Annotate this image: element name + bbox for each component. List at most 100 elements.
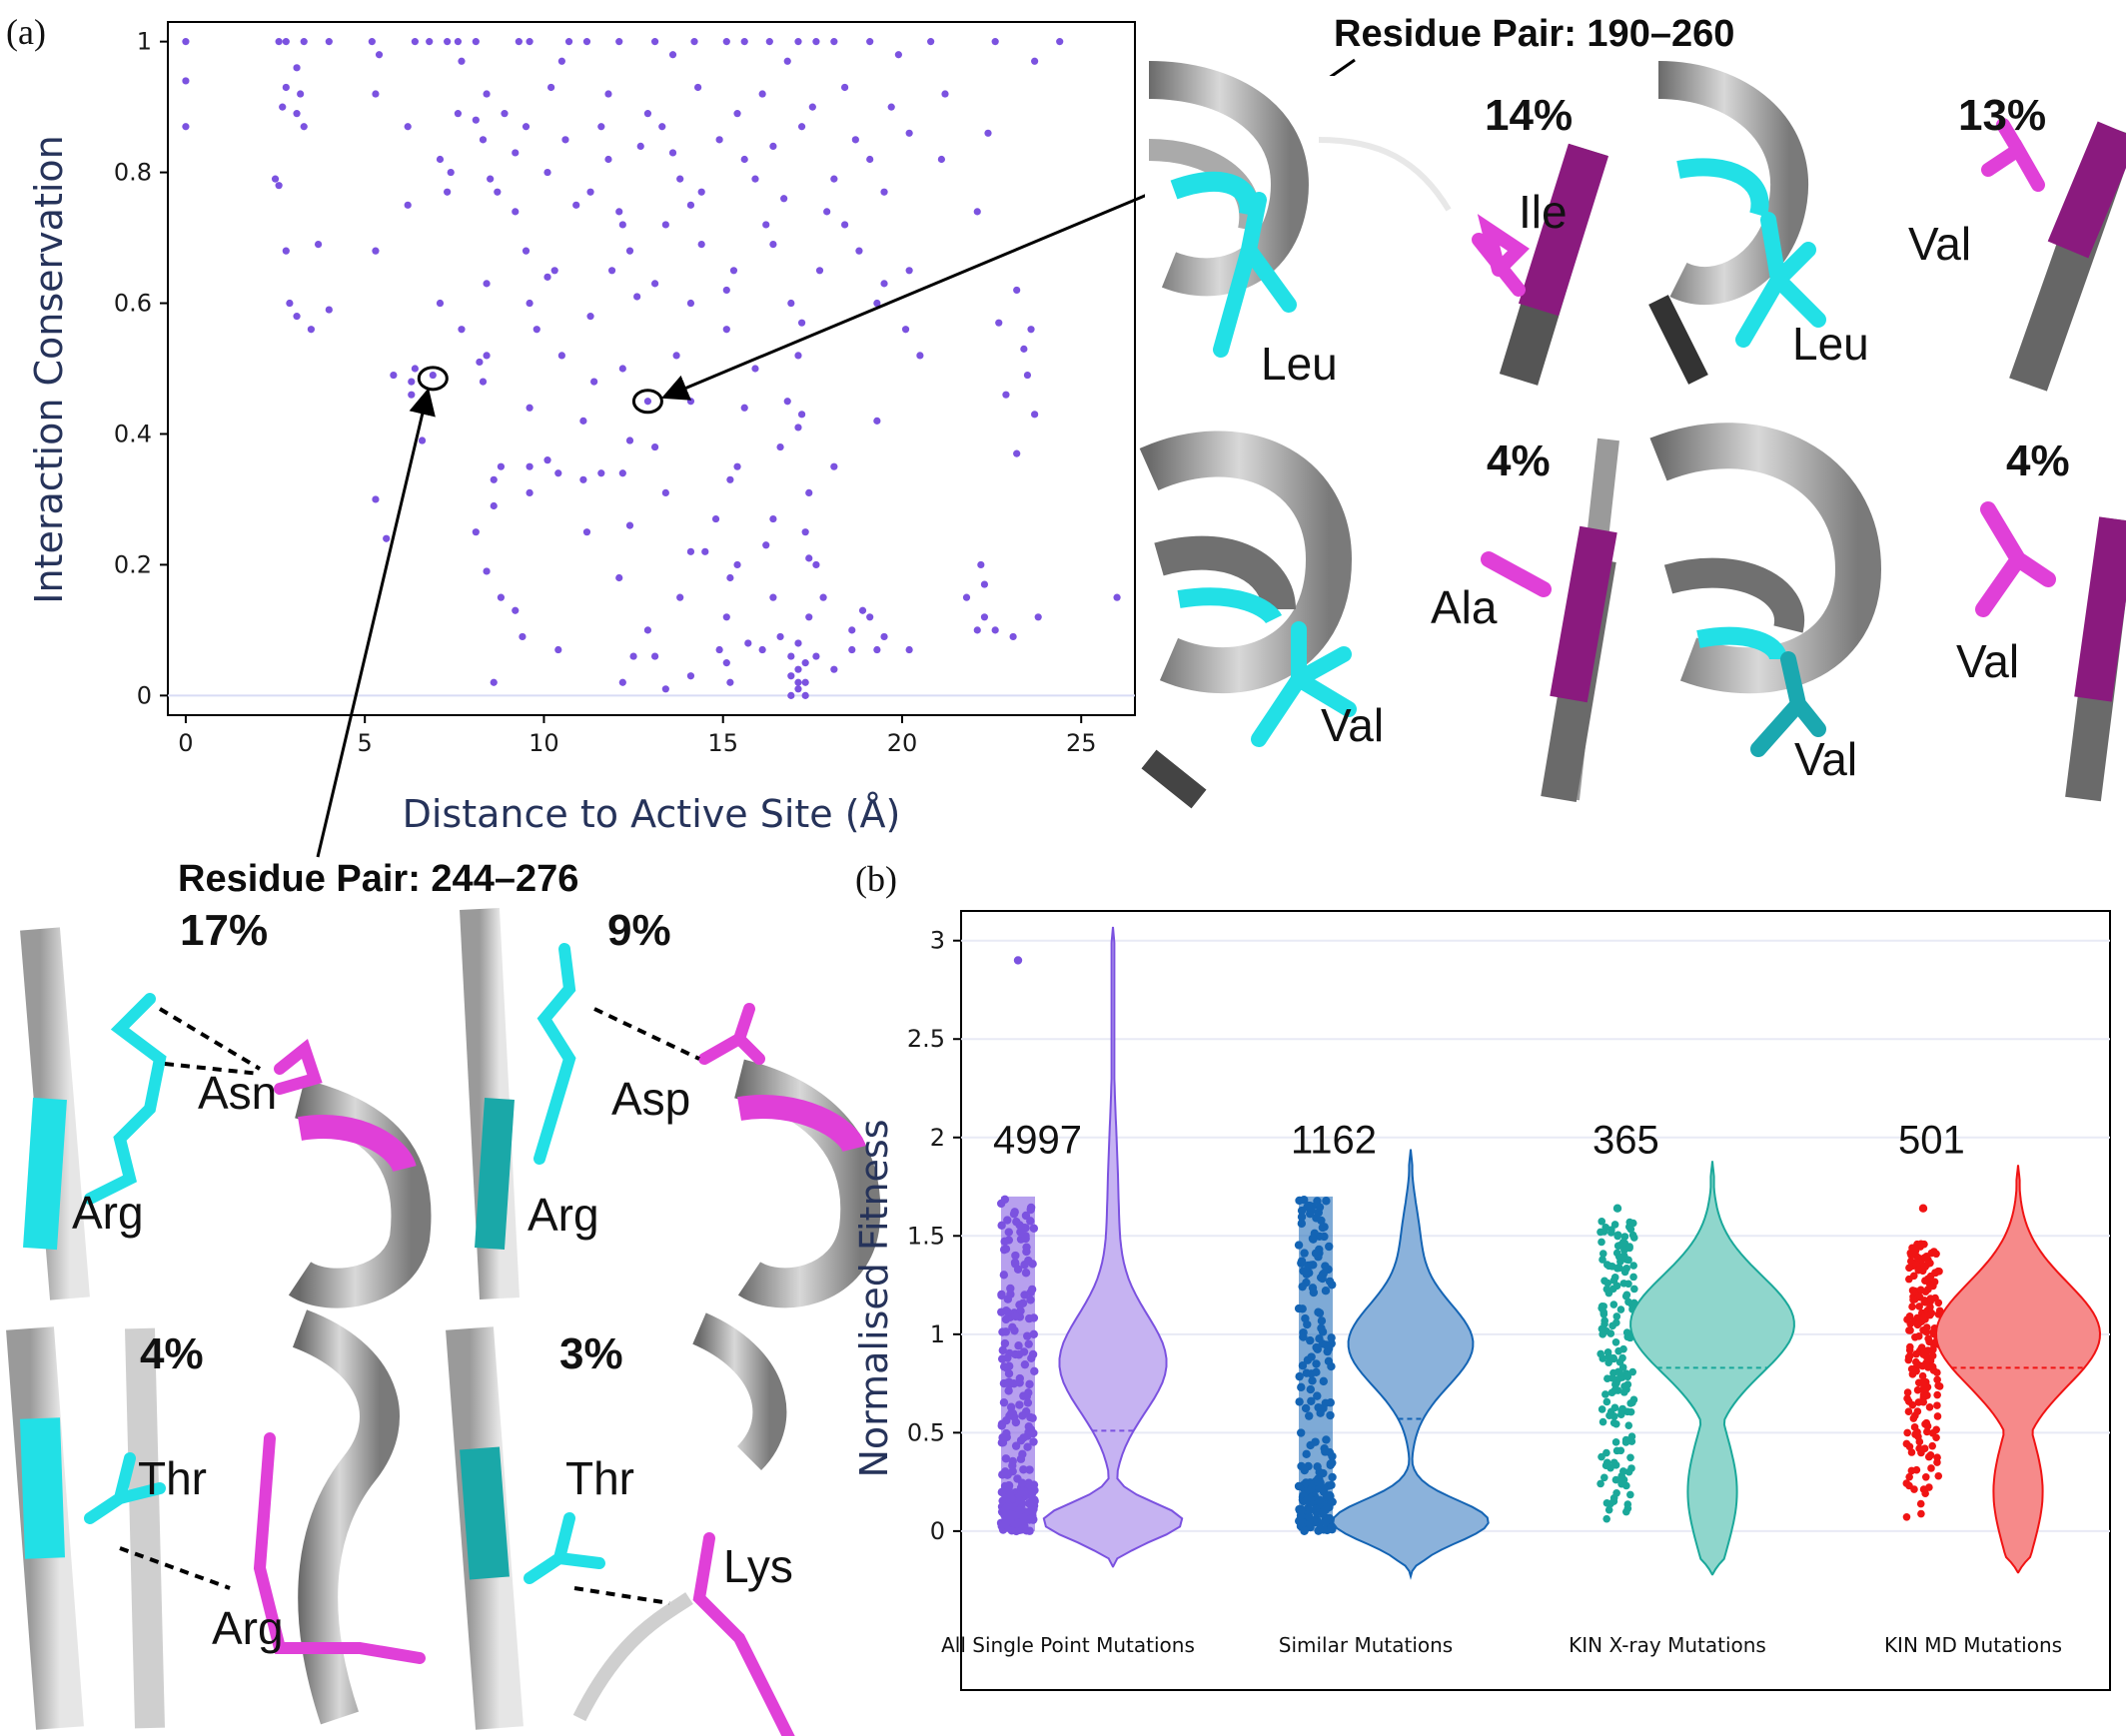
scatter-point [522, 123, 531, 131]
strip-point [1609, 1418, 1618, 1427]
scatter-y-tick-label: 1 [137, 28, 152, 56]
sample-count-label: 4997 [993, 1119, 1082, 1163]
strip-point [1604, 1352, 1613, 1360]
scatter-point [590, 378, 598, 386]
residue-label-right: Val [1908, 218, 1971, 270]
strip-outlier [1013, 956, 1023, 965]
scatter-point [794, 38, 802, 46]
scatter-point [780, 195, 788, 203]
strip-point [1601, 1390, 1609, 1398]
scatter-point [297, 90, 305, 98]
strip-point [1602, 1397, 1611, 1406]
scatter-point [300, 123, 308, 131]
scatter-frame [167, 21, 1136, 716]
scatter-point [325, 38, 333, 46]
scatter-point [372, 90, 380, 98]
category-label: KIN MD Mutations [1884, 1633, 2062, 1657]
scatter-point [697, 188, 705, 196]
scatter-point [686, 547, 695, 555]
sample-count-label: 1162 [1291, 1119, 1377, 1163]
scatter-point [873, 299, 881, 308]
scatter-point [873, 645, 881, 654]
scatter-point [661, 488, 669, 496]
scatter-point [490, 678, 498, 686]
residue-label-right: Asn [198, 1067, 277, 1119]
scatter-point [880, 188, 888, 196]
scatter-point [887, 103, 895, 111]
scatter-point [557, 57, 565, 65]
scatter-point [722, 286, 730, 295]
scatter-point [794, 352, 802, 360]
scatter-point [733, 110, 741, 118]
violin-body [1332, 1149, 1490, 1580]
scatter-point [686, 672, 695, 680]
scatter-point [293, 110, 301, 118]
scatter-point [873, 417, 881, 425]
scatter-point [526, 462, 533, 470]
scatter-point [579, 475, 587, 483]
scatter-y-ticks: 0 0.2 0.4 0.6 0.8 1 [114, 28, 168, 709]
scatter-point [819, 593, 827, 601]
scatter-point [823, 208, 831, 216]
violin-group: 365 KIN X-ray Mutations [1569, 1119, 1795, 1657]
scatter-point [797, 411, 806, 419]
scatter-point [905, 129, 913, 137]
violin-group: 4997 All Single Point Mutations [941, 926, 1195, 1657]
strip-point [1919, 1325, 1927, 1334]
scatter-point [582, 528, 591, 536]
scatter-point [733, 462, 741, 470]
scatter-point [572, 201, 580, 209]
strip-point [1602, 1448, 1610, 1457]
strip-point [1613, 1231, 1622, 1240]
scatter-point [769, 514, 777, 523]
strip-point [1598, 1330, 1607, 1338]
strip-point [1618, 1476, 1627, 1485]
scatter-point [973, 626, 981, 634]
strip-outlier [1918, 1204, 1928, 1213]
percent-label: 9% [607, 906, 671, 955]
scatter-point [625, 247, 634, 255]
scatter-point [855, 247, 863, 255]
scatter-point [447, 168, 455, 177]
strip-point [1934, 1471, 1943, 1480]
scatter-point [554, 645, 562, 654]
strip-point [1611, 1438, 1620, 1446]
strip-point [1606, 1499, 1614, 1508]
strip-point [1628, 1219, 1637, 1228]
residue-label-left: Thr [138, 1452, 207, 1504]
scatter-point [476, 358, 484, 367]
strip-point [1621, 1507, 1630, 1516]
scatter-point [722, 326, 730, 334]
strip-point [1908, 1370, 1917, 1378]
strip-point [1932, 1433, 1940, 1442]
residue-label-right: Lys [723, 1540, 793, 1592]
strip-point [1923, 1391, 1931, 1399]
scatter-point [762, 541, 770, 549]
strip-point [1920, 1262, 1929, 1271]
residue-label-left: Thr [565, 1452, 634, 1504]
scatter-point [1056, 38, 1064, 46]
scatter-point [408, 391, 416, 399]
percent-label: 4% [140, 1329, 204, 1378]
strip-point [1605, 1411, 1613, 1419]
scatter-point [797, 123, 806, 131]
residue-label-left: Val [1794, 733, 1857, 785]
strip-point [1933, 1390, 1941, 1399]
scatter-point [643, 626, 652, 634]
scatter-point [830, 175, 838, 183]
scatter-point [625, 436, 634, 444]
scatter-point [275, 182, 283, 190]
structure-panel-leu-ile: 14% Ile Leu [1145, 61, 1618, 390]
scatter-point [1031, 57, 1039, 65]
strip-point [1918, 1378, 1927, 1387]
strip-point [1624, 1467, 1633, 1476]
scatter-point [995, 319, 1003, 327]
violin-body [1934, 1165, 2102, 1574]
strip-point [1610, 1386, 1618, 1395]
scatter-point [436, 299, 445, 308]
scatter-y-tick-label: 0.8 [114, 159, 152, 187]
scatter-point [927, 38, 935, 46]
scatter-point [740, 404, 748, 412]
violin-groups: 4997 All Single Point Mutations 1162 Simila… [941, 926, 2102, 1657]
violin-y-tick-label: 1.5 [907, 1222, 945, 1250]
